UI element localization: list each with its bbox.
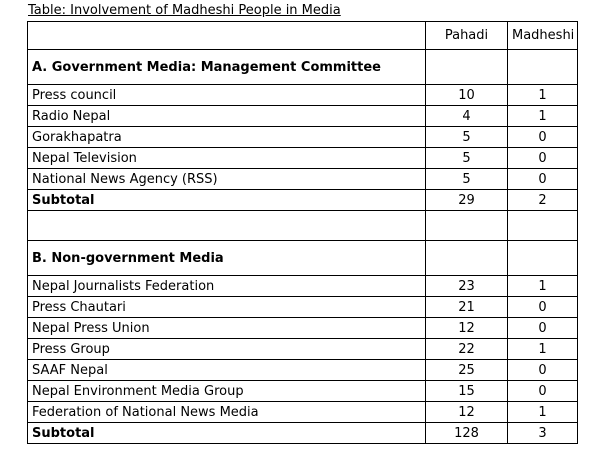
row-label [27,210,426,241]
row-label: Subtotal [27,422,426,444]
row-madheshi-value: 1 [507,338,578,360]
table-row: Nepal Environment Media Group 15 0 [27,380,578,402]
header-cell-blank [27,21,426,50]
row-madheshi-value: 1 [507,84,578,106]
row-label: Press council [27,84,426,106]
row-madheshi-value: 1 [507,275,578,297]
row-pahadi-value: 25 [425,359,508,381]
row-label: National News Agency (RSS) [27,168,426,190]
table-row: Radio Nepal 4 1 [27,105,578,127]
header-row: Pahadi Madheshi [27,21,578,50]
table-row: Press Group 22 1 [27,338,578,360]
row-pahadi-value [425,240,508,276]
row-label: Radio Nepal [27,105,426,127]
row-madheshi-value: 1 [507,105,578,127]
row-pahadi-value [425,210,508,241]
row-madheshi-value: 0 [507,359,578,381]
row-madheshi-value: 0 [507,317,578,339]
row-madheshi-value: 0 [507,296,578,318]
row-pahadi-value: 4 [425,105,508,127]
row-label: Subtotal [27,189,426,211]
row-label: A. Government Media: Management Committe… [27,49,426,85]
row-madheshi-value [507,240,578,276]
row-pahadi-value [425,49,508,85]
row-pahadi-value: 5 [425,168,508,190]
table-row: Gorakhapatra 5 0 [27,126,578,148]
table-row: Press council 10 1 [27,84,578,106]
table-row: Nepal Journalists Federation 23 1 [27,275,578,297]
table-row: Nepal Television 5 0 [27,147,578,169]
table-row: Press Chautari 21 0 [27,296,578,318]
row-pahadi-value: 21 [425,296,508,318]
row-madheshi-value: 0 [507,380,578,402]
row-pahadi-value: 12 [425,401,508,423]
row-madheshi-value: 2 [507,189,578,211]
row-label: B. Non-government Media [27,240,426,276]
row-madheshi-value: 3 [507,422,578,444]
table-row: National News Agency (RSS) 5 0 [27,168,578,190]
row-madheshi-value [507,210,578,241]
section-header-row: B. Non-government Media [27,240,578,276]
row-pahadi-value: 5 [425,147,508,169]
row-pahadi-value: 23 [425,275,508,297]
table-header: Pahadi Madheshi [27,21,578,50]
table-row: SAAF Nepal 25 0 [27,359,578,381]
spacer-row [27,210,578,241]
involvement-table: Pahadi Madheshi A. Government Media: Man… [27,21,578,444]
row-label: Nepal Journalists Federation [27,275,426,297]
row-madheshi-value [507,49,578,85]
row-pahadi-value: 29 [425,189,508,211]
row-madheshi-value: 0 [507,147,578,169]
row-label: Gorakhapatra [27,126,426,148]
row-madheshi-value: 1 [507,401,578,423]
row-label: Press Group [27,338,426,360]
table-title: Table: Involvement of Madheshi People in… [28,3,341,18]
row-label: SAAF Nepal [27,359,426,381]
row-pahadi-value: 22 [425,338,508,360]
table-body: A. Government Media: Management Committe… [27,49,578,444]
row-label: Federation of National News Media [27,401,426,423]
header-cell-madheshi: Madheshi [507,21,578,50]
row-label: Nepal Environment Media Group [27,380,426,402]
row-label: Nepal Press Union [27,317,426,339]
subtotal-row: Subtotal 29 2 [27,189,578,211]
row-pahadi-value: 12 [425,317,508,339]
table-row: Federation of National News Media 12 1 [27,401,578,423]
row-madheshi-value: 0 [507,126,578,148]
header-cell-pahadi: Pahadi [425,21,508,50]
row-label: Press Chautari [27,296,426,318]
subtotal-row: Subtotal 128 3 [27,422,578,444]
row-pahadi-value: 5 [425,126,508,148]
row-pahadi-value: 128 [425,422,508,444]
row-pahadi-value: 10 [425,84,508,106]
table-row: Nepal Press Union 12 0 [27,317,578,339]
section-header-row: A. Government Media: Management Committe… [27,49,578,85]
row-madheshi-value: 0 [507,168,578,190]
row-label: Nepal Television [27,147,426,169]
row-pahadi-value: 15 [425,380,508,402]
